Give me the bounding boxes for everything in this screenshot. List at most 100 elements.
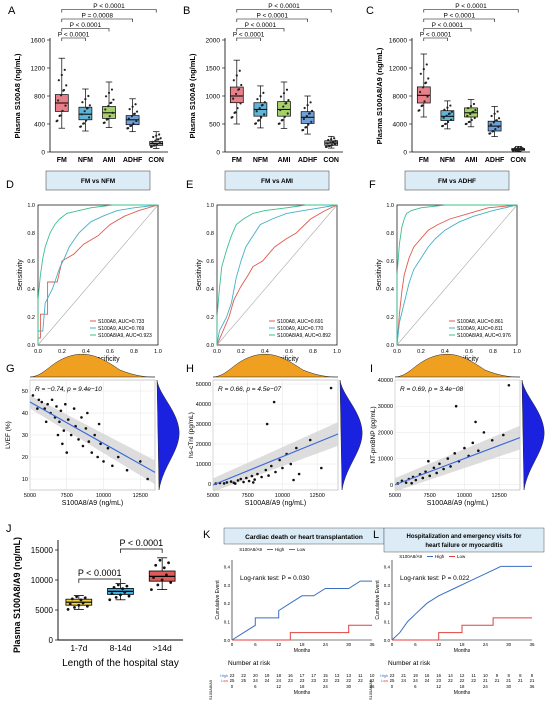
x-axis-label: S100A8/A9 (ng/mL) [427, 500, 488, 507]
x-marginal-density [212, 354, 339, 378]
data-point [239, 477, 243, 481]
x-tick-label: 18 [299, 642, 305, 647]
reference-diagonal [37, 204, 159, 346]
data-point [258, 107, 261, 110]
data-point [285, 102, 288, 105]
p-value-label: P < 0.0001 [256, 13, 288, 20]
data-point [466, 114, 469, 118]
risk-count-low: 21 [495, 678, 500, 683]
logrank-annotation: Log-rank test: P = 0.022 [400, 575, 470, 582]
logrank-annotation: Log-rank test: P = 0.030 [240, 575, 310, 582]
roc-curve [216, 204, 338, 346]
data-point [152, 576, 155, 579]
data-point [495, 119, 498, 122]
p-value-label: P < 0.0001 [420, 32, 452, 39]
data-point [130, 124, 133, 127]
data-point [463, 446, 466, 450]
x-tick-label: 0 [231, 642, 234, 647]
data-point [108, 115, 111, 118]
data-point [125, 468, 129, 472]
significance-bracket [61, 9, 157, 13]
data-point [236, 107, 239, 110]
legend-entry: High [275, 547, 285, 552]
x-tick-label: 0.4 [82, 349, 90, 355]
data-point [255, 110, 258, 113]
data-point [278, 122, 281, 125]
y-tick-label: 10000 [378, 457, 393, 463]
data-point [442, 467, 445, 471]
y-axis-label: Sensitivity [196, 259, 203, 291]
data-point [61, 109, 64, 112]
data-point [108, 598, 112, 602]
y-tick-label: 30 [22, 433, 28, 439]
data-point [81, 601, 85, 605]
y-tick-label: 30000 [196, 422, 211, 428]
data-point [445, 114, 448, 117]
data-point [240, 83, 243, 87]
data-point [497, 117, 501, 120]
data-point [490, 114, 493, 118]
data-point [155, 143, 159, 146]
data-point [107, 104, 110, 108]
data-point [443, 108, 446, 111]
data-point [442, 116, 445, 119]
data-point [127, 117, 130, 120]
risk-month-label: 18 [300, 684, 305, 689]
risk-month-label: 24 [483, 684, 488, 689]
boxplot-panel-a: A 0 400 800 1200 1600 Plasma S100A8 (ng/mL) FM N… [8, 3, 168, 164]
risk-month-label: 0 [391, 684, 394, 689]
data-point [80, 113, 83, 116]
y-tick-label: 30000 [378, 404, 393, 410]
x-tick-label: CON [510, 157, 526, 164]
y-tick-label: 20000 [196, 442, 211, 448]
data-point [77, 603, 81, 607]
y-tick-label: 0.4 [224, 564, 231, 569]
data-point [56, 433, 60, 437]
data-point [327, 138, 330, 142]
data-point [260, 116, 263, 119]
data-point [99, 442, 102, 446]
roc-curve [216, 204, 338, 346]
y-marginal-density [156, 379, 180, 491]
data-point [489, 123, 492, 126]
data-point [114, 596, 118, 599]
y-tick-label: 0.0 [206, 343, 214, 349]
data-point [150, 145, 153, 148]
risk-count-high: 19 [413, 673, 418, 678]
data-point [80, 416, 83, 419]
y-tick-label: 1.0 [27, 203, 35, 209]
data-point [234, 92, 238, 96]
data-point [427, 77, 430, 80]
data-point [263, 113, 266, 116]
y-tick-label: 400 [34, 122, 45, 129]
roc-curve [396, 204, 517, 345]
data-point [46, 402, 49, 406]
km-title-box [383, 527, 545, 553]
risk-x-axis-label: Months [454, 690, 471, 696]
data-point [151, 140, 154, 143]
data-point [154, 139, 157, 142]
risk-count-low: 23 [436, 678, 441, 683]
panel-letter: B [183, 5, 190, 17]
data-point [447, 120, 450, 124]
data-point [68, 602, 72, 606]
regression-line [394, 437, 521, 486]
y-tick-label: 40000 [196, 402, 211, 408]
data-point [450, 118, 453, 121]
km-title: Hospitalization and emergency visits for [406, 534, 522, 540]
correlation-annotation: R = 0.66, p = 4.5e−07 [218, 386, 281, 393]
data-point [262, 91, 265, 94]
y-marginal-density [339, 379, 363, 491]
x-tick-label: 0.8 [309, 349, 317, 355]
risk-count-low: 22 [370, 678, 375, 683]
y-tick-label: 500 [209, 122, 220, 129]
data-point [295, 446, 298, 450]
data-point [272, 400, 276, 404]
y-tick-label: 0.6 [27, 259, 35, 265]
data-point [130, 115, 133, 118]
y-tick-label: 0.3 [384, 583, 391, 588]
data-point [474, 109, 477, 112]
legend-entry: High [435, 554, 445, 559]
risk-table-title: Number at risk [388, 660, 431, 667]
risk-month-label: 36 [370, 684, 375, 689]
